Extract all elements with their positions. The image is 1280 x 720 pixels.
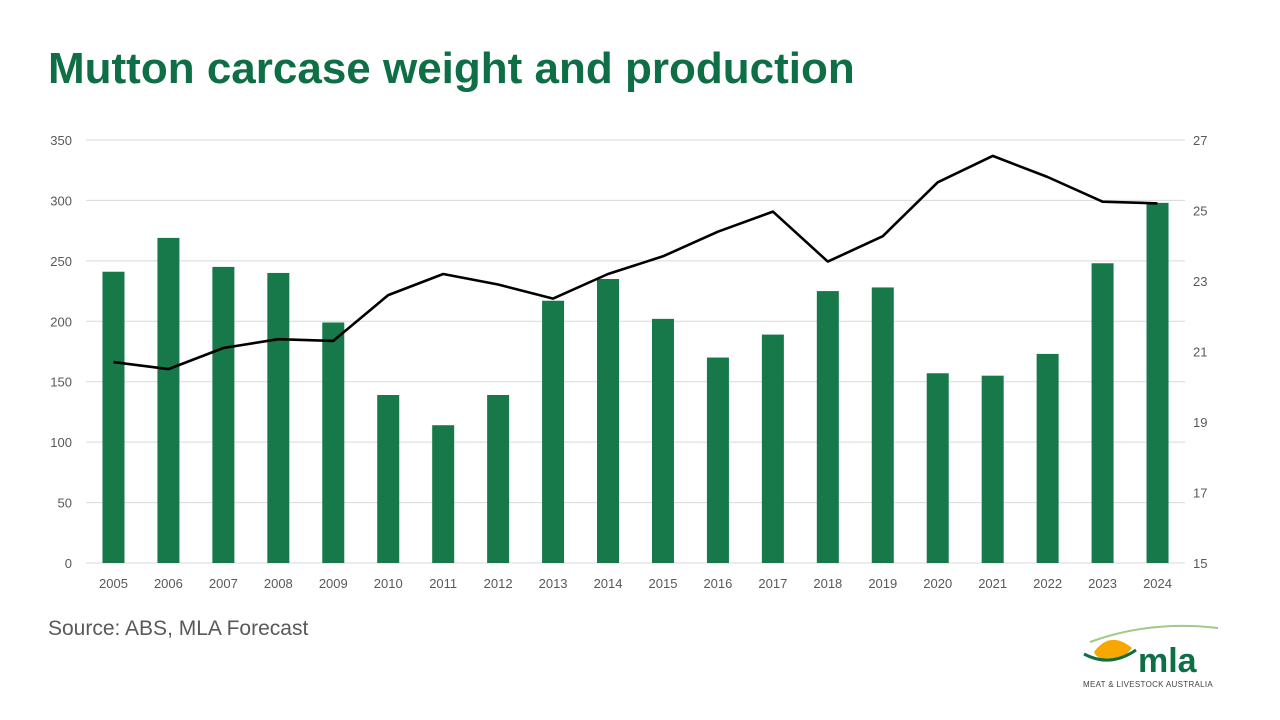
logo-sun [1094,639,1132,661]
bar [157,237,180,563]
bar [761,334,784,563]
bar [651,318,674,563]
x-axis-tick-label: 2015 [649,576,678,591]
x-axis-tick-label: 2008 [264,576,293,591]
x-axis-tick-label: 2017 [758,576,787,591]
x-axis-tick-label: 2005 [99,576,128,591]
right-axis-tick-label: 21 [1193,345,1207,360]
bar [981,375,1004,563]
x-axis-tick-label: 2022 [1033,576,1062,591]
bar [267,272,290,563]
x-axis-tick-label: 2006 [154,576,183,591]
bar [871,287,894,563]
bar [926,373,949,563]
bar [1091,263,1114,563]
left-axis-tick-label: 350 [50,133,72,148]
left-axis-tick-label: 0 [65,556,72,571]
bar [102,271,125,563]
bar [1036,353,1059,563]
x-axis-tick-label: 2011 [429,576,457,591]
bar [706,357,729,563]
mla-logo: mla [1083,624,1219,680]
x-axis-tick-label: 2013 [539,576,568,591]
right-axis-tick-label: 27 [1193,133,1207,148]
bar [377,395,400,563]
page-title: Mutton carcase weight and production [48,44,855,93]
logo-swoosh [1089,624,1219,643]
left-axis-tick-label: 250 [50,254,72,269]
x-axis-tick-label: 2021 [978,576,1007,591]
x-axis-tick-label: 2024 [1143,576,1172,591]
x-axis-tick-label: 2020 [923,576,952,591]
x-axis-tick-label: 2016 [703,576,732,591]
source-note: Source: ABS, MLA Forecast [48,617,309,640]
left-axis-tick-label: 200 [50,314,72,329]
x-axis-tick-label: 2019 [868,576,897,591]
logo-wordmark: mla [1138,642,1198,680]
bar [432,425,455,563]
bar [322,322,345,563]
right-axis-tick-label: 25 [1193,204,1207,219]
bar [487,395,510,563]
right-axis-tick-label: 19 [1193,415,1207,430]
x-axis-tick-label: 2010 [374,576,403,591]
bar [212,266,235,563]
x-axis-tick-label: 2012 [484,576,513,591]
bar [1146,202,1169,564]
bar [542,300,565,563]
x-axis-tick-label: 2023 [1088,576,1117,591]
bar [597,278,620,563]
x-axis-tick-label: 2009 [319,576,348,591]
logo-field [1083,648,1137,662]
left-axis-tick-label: 50 [58,496,72,511]
left-axis-ticks: 0 50 100 150 200 250 300 350 [50,133,72,571]
right-axis-tick-label: 23 [1193,274,1207,289]
right-axis-ticks: 15 17 19 21 23 25 27 [1193,133,1207,571]
left-axis-tick-label: 150 [50,375,72,390]
x-axis-tick-label: 2014 [594,576,623,591]
line-series [113,154,1158,371]
gridlines [86,139,1185,564]
right-axis-tick-label: 15 [1193,556,1207,571]
carcase-weight-line [113,154,1158,371]
left-axis-tick-label: 100 [50,435,72,450]
logo-tagline: MEAT & LIVESTOCK AUSTRALIA [1083,680,1214,689]
x-axis-tick-label: 2018 [813,576,842,591]
left-axis-tick-label: 300 [50,193,72,208]
bar [816,291,839,563]
x-axis-ticks: 2005 2006 2007 2008 2009 2010 2011 2012 2013 2014… [99,576,1172,591]
bar-series [102,202,1169,564]
x-axis-tick-label: 2007 [209,576,238,591]
right-axis-tick-label: 17 [1193,486,1207,501]
